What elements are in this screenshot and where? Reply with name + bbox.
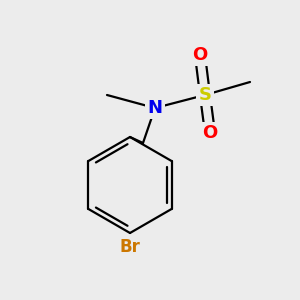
Text: O: O	[192, 46, 208, 64]
Text: O: O	[202, 124, 217, 142]
Text: S: S	[199, 86, 212, 104]
Text: Br: Br	[120, 238, 140, 256]
Text: N: N	[148, 99, 163, 117]
